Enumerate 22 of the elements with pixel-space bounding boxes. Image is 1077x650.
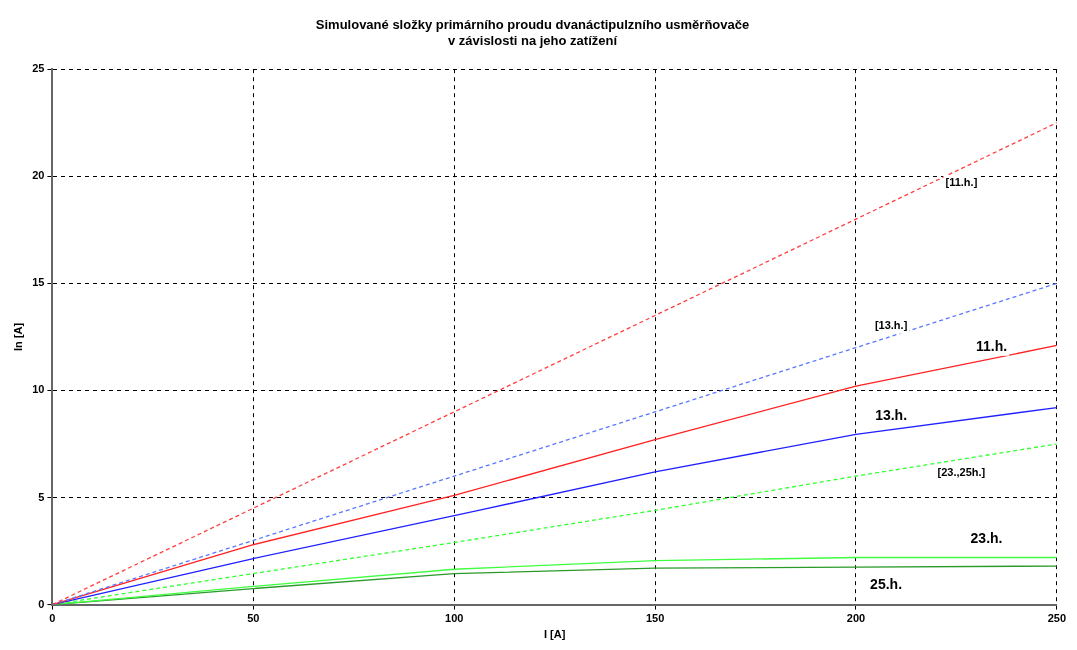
series-label: 23.h.	[970, 530, 1003, 547]
series-label: [13.h.]	[874, 319, 908, 332]
y-axis-title: In [A]	[11, 322, 24, 351]
y-tick-label: 5	[38, 490, 45, 503]
y-tick-label: 15	[32, 276, 45, 289]
y-tick-label: 20	[32, 169, 45, 182]
series-label: 13.h.	[875, 406, 908, 423]
series-label: [11.h.]	[945, 175, 978, 188]
x-tick-label: 0	[49, 612, 56, 625]
series-label: [23.,25h.]	[937, 466, 986, 479]
y-tick-label: 10	[32, 383, 45, 396]
x-axis-title: I [A]	[543, 628, 566, 641]
y-tick-label: 25	[32, 62, 45, 75]
y-tick-label: 0	[38, 597, 45, 610]
x-tick-label: 250	[1047, 612, 1066, 625]
chart-title: Simulované složky primárního proudu dvanáctipulzního usměrňovače v závislosti na jeho zatížení	[315, 17, 750, 48]
x-tick-label: 150	[645, 612, 665, 625]
x-tick-label: 100	[445, 612, 464, 625]
series-label: 11.h.	[975, 337, 1008, 354]
series-label: 25.h.	[870, 575, 903, 592]
x-tick-label: 200	[846, 612, 866, 625]
x-tick-label: 50	[247, 612, 260, 625]
